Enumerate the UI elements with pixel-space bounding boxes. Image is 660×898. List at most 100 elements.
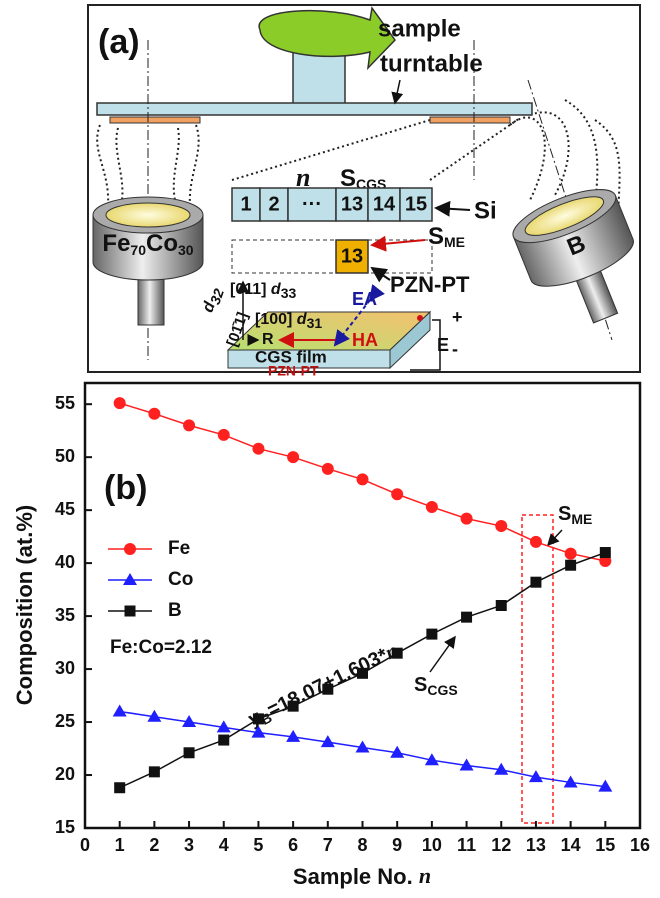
data-point <box>287 700 299 712</box>
data-point <box>495 520 508 533</box>
y-tick-label: 50 <box>55 446 75 466</box>
film-text: 32 <box>206 286 226 306</box>
target-text: Fe <box>102 230 130 257</box>
cell-label: 13 <box>341 193 363 215</box>
svg-text:[100] d31: [100] d31 <box>255 311 322 330</box>
data-point <box>495 600 507 611</box>
strip-index: n <box>296 163 310 192</box>
cell-label: 1 <box>240 193 251 215</box>
y-tick-label: 40 <box>55 552 75 572</box>
film-text: EA <box>352 289 377 309</box>
data-point <box>459 758 474 771</box>
legend-label: Fe <box>168 538 190 559</box>
substrate-strip <box>429 116 511 124</box>
turntable-plate <box>96 102 533 116</box>
film-text: - <box>452 339 458 359</box>
film-text: d <box>297 311 308 328</box>
substrate-strip <box>109 116 201 124</box>
x-tick-label: 6 <box>288 835 298 855</box>
data-point <box>251 725 266 738</box>
data-point <box>565 559 577 571</box>
data-point <box>287 451 300 464</box>
data-point <box>252 442 265 455</box>
film-text: 31 <box>307 315 323 331</box>
film-text: d <box>271 281 282 298</box>
x-tick-label: 1 <box>115 835 125 855</box>
data-point <box>218 734 230 746</box>
x-axis-label: n <box>419 863 431 888</box>
selected-name: S <box>428 223 444 250</box>
y-tick-label: 45 <box>55 499 75 519</box>
legend-marker <box>124 543 136 555</box>
y-tick-label: 20 <box>55 764 75 784</box>
film-text: 33 <box>281 285 297 301</box>
x-tick-label: 0 <box>80 835 90 855</box>
svg-text:[011] d33: [011] d33 <box>230 281 296 300</box>
film-text: [011] <box>230 281 271 298</box>
data-point <box>182 715 197 728</box>
panel-label: (b) <box>104 469 147 507</box>
data-point <box>460 512 473 525</box>
data-point <box>598 779 613 792</box>
x-tick-label: 5 <box>253 835 263 855</box>
legend-marker <box>124 605 136 617</box>
data-point <box>494 762 509 775</box>
legend-marker <box>123 573 137 585</box>
x-tick-label: 16 <box>630 835 650 855</box>
x-tick-label: 12 <box>491 835 511 855</box>
data-point <box>461 611 473 623</box>
data-point <box>112 704 127 717</box>
x-tick-label: 9 <box>392 835 402 855</box>
target-left: Fe70Co30 <box>92 196 204 326</box>
legend-label: Co <box>168 569 193 590</box>
svg-text:Sample No. n: Sample No. n <box>293 863 431 889</box>
x-tick-label: 2 <box>149 835 159 855</box>
y-axis-label: Composition (at.%) <box>12 505 37 705</box>
x-tick-label: 14 <box>561 835 581 855</box>
data-point <box>528 770 543 783</box>
data-point <box>425 500 438 513</box>
data-point <box>252 713 264 725</box>
cell-label: 15 <box>405 193 427 215</box>
y-tick-label: 15 <box>55 817 75 837</box>
substrate-label: Si <box>474 197 497 224</box>
selected-substrate: PZN-PT <box>390 272 470 297</box>
cell-label: 2 <box>268 193 279 215</box>
x-tick-label: 4 <box>219 835 229 855</box>
data-point <box>356 473 369 486</box>
panel-label: (a) <box>98 23 140 61</box>
film-text: E <box>437 335 449 355</box>
data-point <box>183 419 196 432</box>
y-tick-label: 25 <box>55 711 75 731</box>
data-point <box>390 745 405 758</box>
turntable-label: sample <box>378 15 461 42</box>
strip-name: S <box>340 165 356 192</box>
cell-label: 13 <box>341 245 363 267</box>
data-point <box>147 709 162 722</box>
panel-b: (b) SME SCGS yB=18.07+1.603*n Fe:Co=2.12… <box>12 381 650 889</box>
data-point <box>529 535 542 548</box>
annotation: CGS <box>427 682 457 698</box>
svg-text:d32: d32 <box>200 285 227 316</box>
data-point <box>148 407 161 420</box>
film-text: PZN-PT <box>268 363 319 379</box>
svg-text:Fe70Co30: Fe70Co30 <box>102 230 193 257</box>
y-tick-label: 55 <box>55 393 75 413</box>
film: [011] d33 d32 [01̄1] [100] d31 R HA EA C… <box>200 280 463 379</box>
svg-text:SCGS: SCGS <box>414 674 458 697</box>
film-text: CGS film <box>255 347 327 366</box>
rotation-arrow <box>258 6 396 71</box>
y-tick-label: 30 <box>55 658 75 678</box>
data-point <box>530 576 542 588</box>
selected-sample: 13 SME PZN-PT <box>231 223 470 297</box>
data-point <box>426 628 438 640</box>
pointer <box>429 635 456 673</box>
data-point <box>114 782 126 794</box>
data-point <box>322 683 334 695</box>
axis-line <box>527 79 613 341</box>
target-right: B <box>512 189 634 324</box>
x-tick-label: 11 <box>457 835 476 855</box>
cell-label: 14 <box>373 193 396 215</box>
x-tick-label: 8 <box>357 835 367 855</box>
